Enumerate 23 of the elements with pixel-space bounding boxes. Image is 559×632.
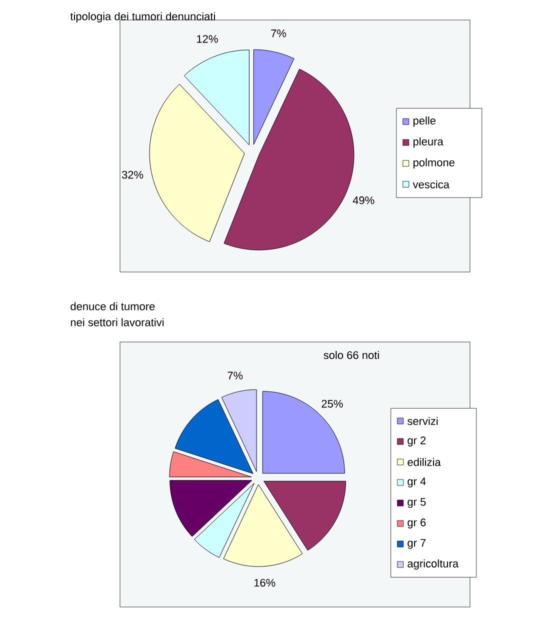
data-label: 25% [322, 400, 343, 408]
legend-label: gr 2 [408, 436, 426, 446]
legend-label: gr 5 [408, 498, 426, 508]
text: solo 66 noti [324, 350, 379, 360]
legend-label: pelle [414, 116, 436, 127]
data-label: 12% [197, 35, 218, 43]
data-label: 32% [122, 170, 144, 179]
legend-label: gr 4 [408, 478, 426, 488]
legend-label: servizi [408, 416, 438, 426]
legend-label: polmone [414, 158, 454, 169]
data-label: 49% [352, 196, 374, 204]
legend-label: pleura [414, 137, 444, 148]
chart-title: denuce di tumore [70, 302, 155, 310]
legend-label: vescica [412, 180, 450, 188]
data-label: 7% [271, 29, 286, 38]
legend-label: gr 7 [408, 539, 426, 549]
chart-title: tipologia dei tumori denunciati [70, 12, 215, 22]
legend-label: gr 6 [408, 518, 426, 528]
data-label: 16% [254, 578, 276, 587]
legend-label: edilizia [408, 458, 441, 466]
data-label: 7% [228, 372, 243, 380]
legend-label: agricoltura [408, 559, 459, 570]
chart-subtitle: nei settori lavorativi [70, 318, 164, 326]
